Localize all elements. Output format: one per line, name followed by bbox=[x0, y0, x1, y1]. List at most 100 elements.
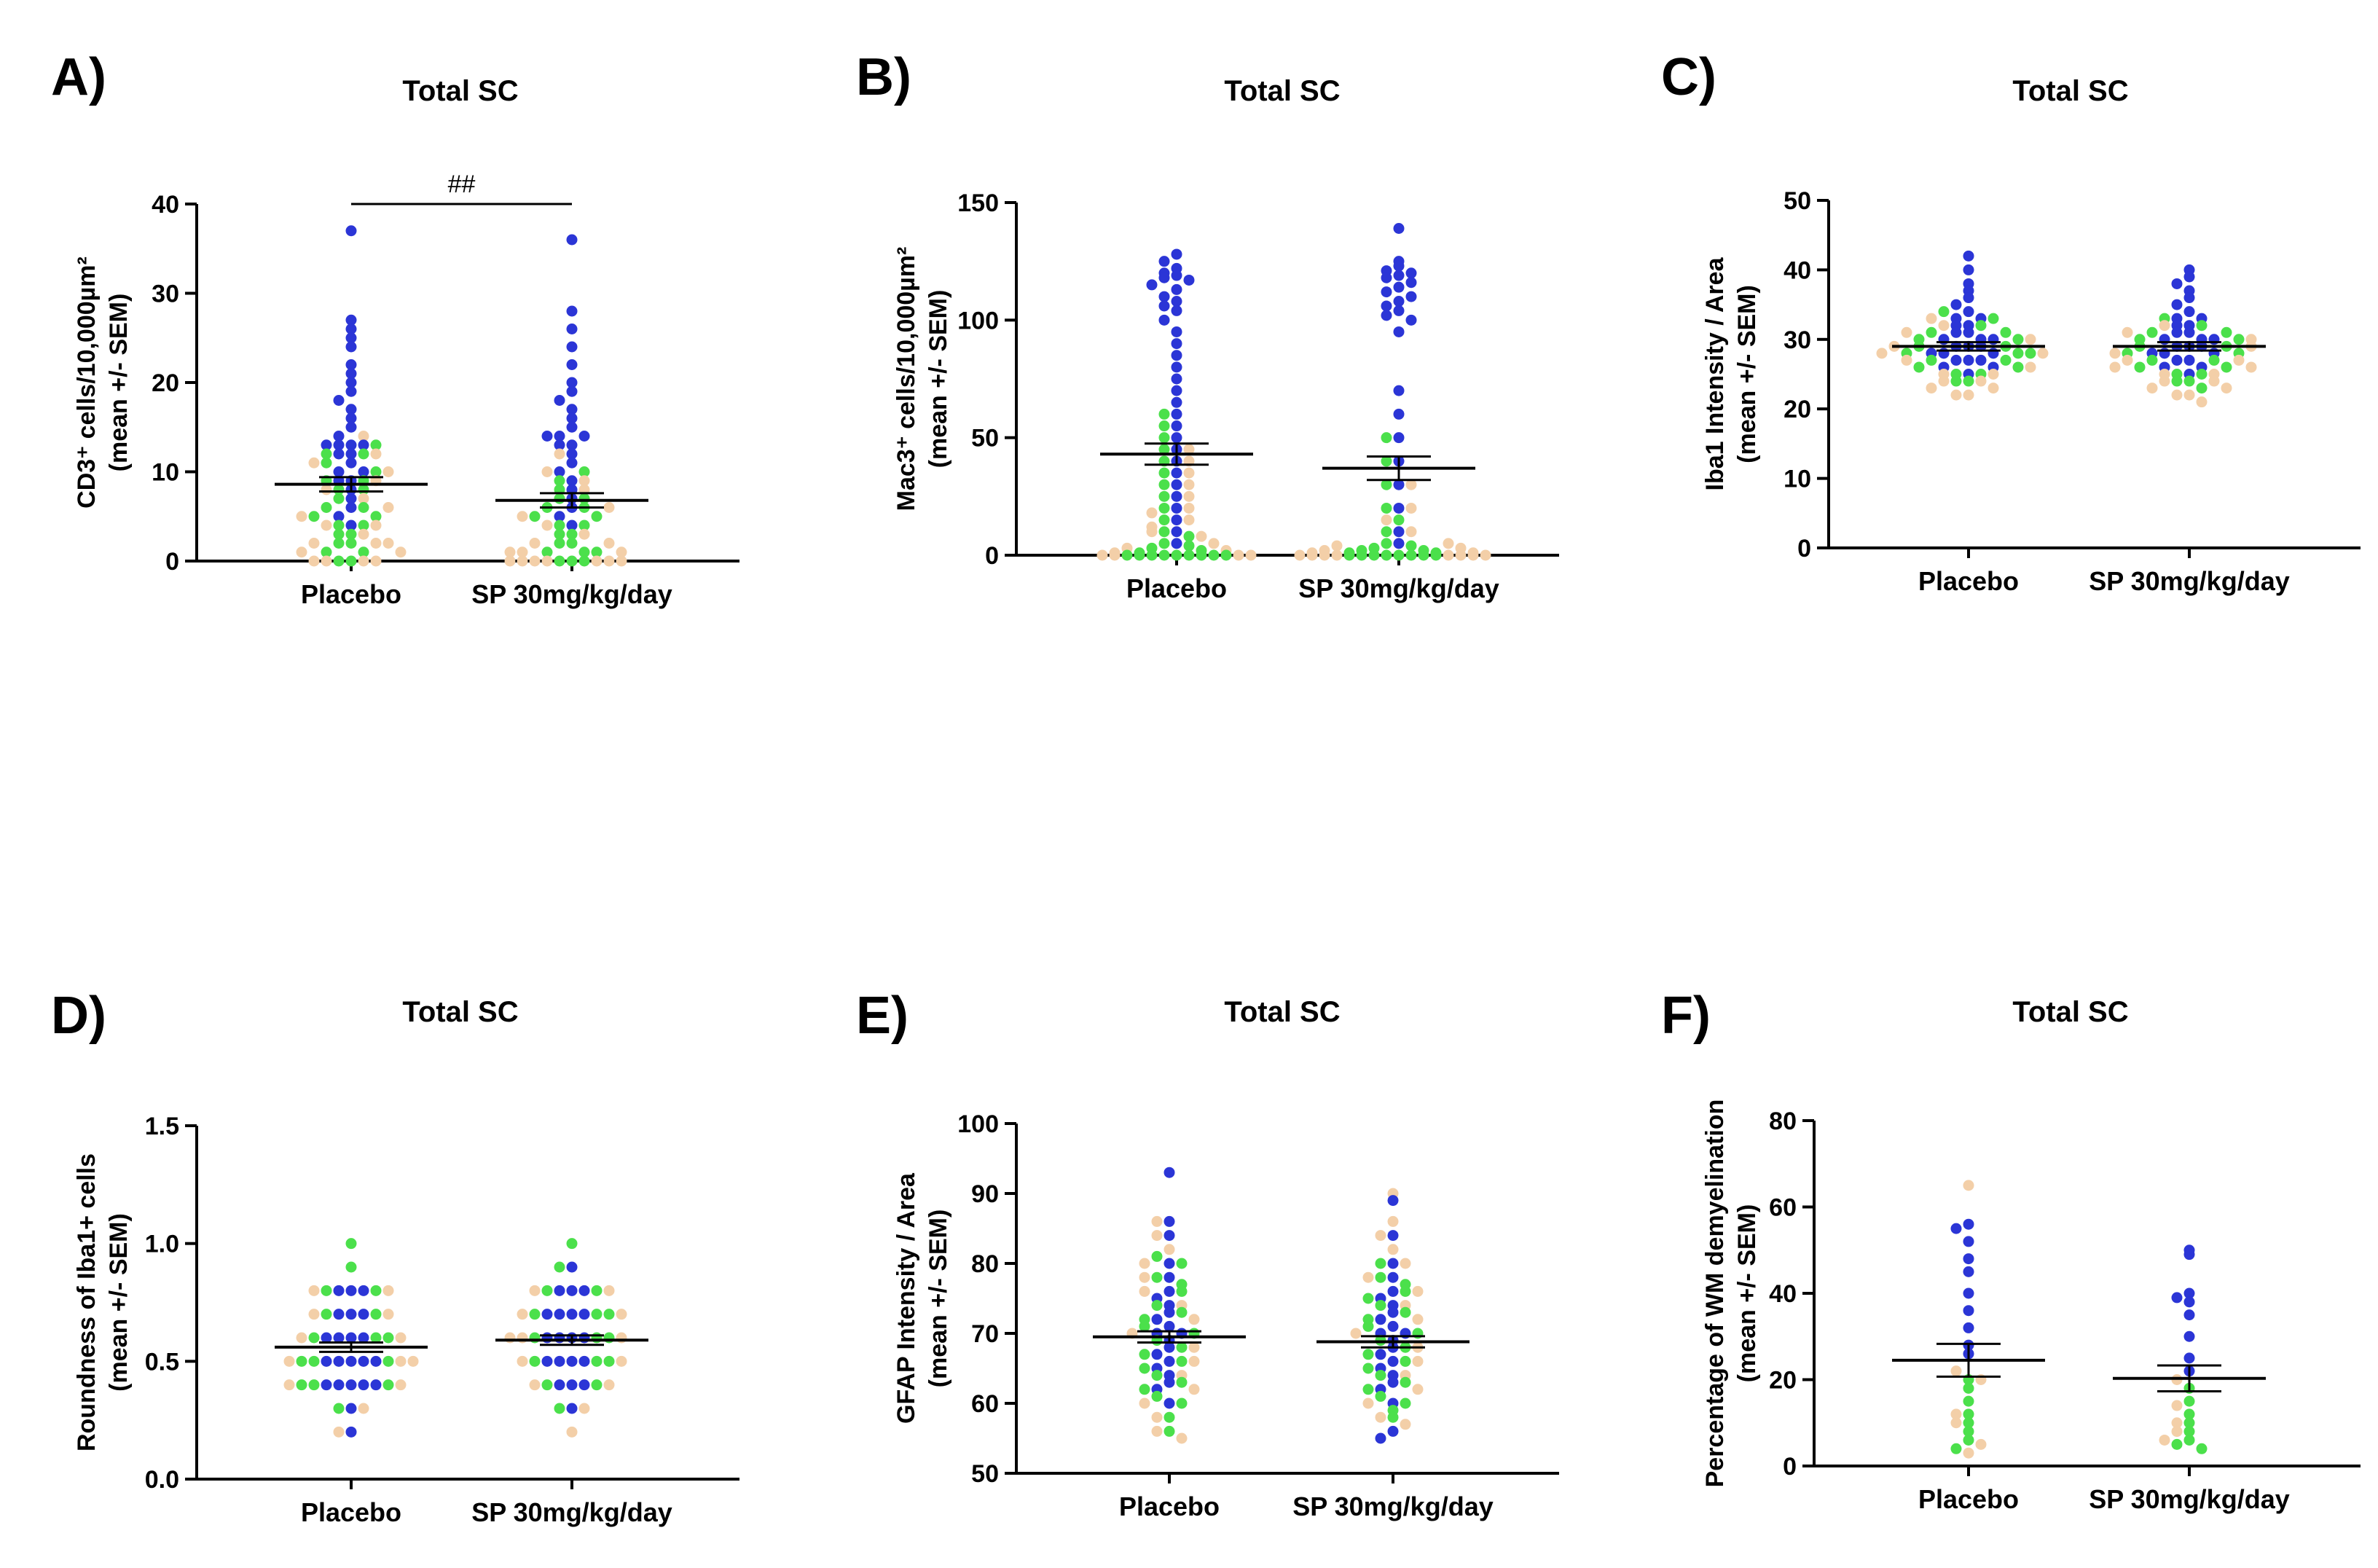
data-point-tan bbox=[395, 1332, 407, 1344]
y-tick-label: 0 bbox=[985, 542, 999, 570]
data-point-tan bbox=[1151, 1411, 1163, 1423]
data-point-tan bbox=[395, 1379, 407, 1391]
data-point-green bbox=[1151, 1300, 1163, 1312]
data-point-tan bbox=[591, 555, 603, 567]
data-point-green bbox=[382, 1379, 394, 1391]
data-point-green bbox=[308, 511, 320, 522]
data-point-green bbox=[1963, 1434, 1974, 1446]
data-point-tan bbox=[2183, 389, 2195, 401]
data-point-tan bbox=[333, 1426, 345, 1438]
data-point-blue bbox=[1393, 432, 1405, 444]
data-point-tan bbox=[2159, 375, 2170, 387]
data-point-green bbox=[1400, 1376, 1411, 1388]
data-point-green bbox=[1362, 1349, 1374, 1360]
data-point-blue bbox=[345, 404, 357, 415]
data-point-blue bbox=[1393, 526, 1405, 538]
data-point-tan bbox=[603, 555, 615, 567]
data-point-green bbox=[1375, 1271, 1386, 1283]
data-point-blue bbox=[554, 1332, 565, 1344]
data-point-green bbox=[603, 1355, 615, 1367]
data-point-tan bbox=[1183, 467, 1195, 479]
data-point-tan bbox=[1938, 320, 1950, 332]
data-point-blue bbox=[1963, 354, 1974, 366]
data-point-blue bbox=[578, 1379, 590, 1391]
data-point-green bbox=[1926, 326, 1937, 338]
x-tick-label: SP 30mg/kg/day bbox=[2089, 566, 2289, 596]
data-point-green bbox=[591, 1332, 603, 1344]
data-point-blue bbox=[566, 448, 578, 460]
data-point-blue bbox=[2171, 354, 2183, 366]
data-point-blue bbox=[2183, 1330, 2195, 1342]
data-point-blue bbox=[566, 1379, 578, 1391]
data-point-tan bbox=[1208, 538, 1220, 549]
data-point-tan bbox=[382, 1285, 394, 1296]
data-point-green bbox=[2196, 383, 2208, 394]
data-point-green bbox=[1183, 530, 1195, 542]
data-point-green bbox=[566, 538, 578, 549]
data-point-green bbox=[1913, 361, 1925, 373]
data-point-tan bbox=[1963, 1447, 1974, 1459]
data-point-tan bbox=[603, 1285, 615, 1296]
data-point-tan bbox=[1188, 1355, 1200, 1367]
data-point-tan bbox=[2122, 354, 2133, 366]
data-point-green bbox=[1151, 1271, 1163, 1283]
data-point-green bbox=[554, 1261, 565, 1273]
data-point-green bbox=[1158, 549, 1170, 561]
data-point-green bbox=[2221, 326, 2232, 338]
data-point-tan bbox=[1294, 549, 1306, 561]
data-point-blue bbox=[1387, 1230, 1399, 1242]
chart-title: Total SC bbox=[402, 996, 518, 1028]
data-point-tan bbox=[1331, 540, 1343, 552]
data-point-blue bbox=[566, 305, 578, 317]
data-point-green bbox=[554, 1403, 565, 1414]
data-point-tan bbox=[603, 502, 615, 513]
data-point-blue bbox=[566, 404, 578, 415]
data-point-green bbox=[1381, 502, 1392, 514]
data-point-tan bbox=[1375, 1411, 1386, 1423]
y-axis-label: Iba1 Intensity / Area bbox=[1701, 256, 1729, 490]
data-point-green bbox=[529, 1355, 541, 1367]
data-point-tan bbox=[1901, 326, 1912, 338]
data-point-tan bbox=[1245, 549, 1257, 561]
data-point-blue bbox=[1387, 1355, 1399, 1367]
chart-title: Total SC bbox=[1224, 75, 1340, 107]
data-point-green bbox=[1375, 1370, 1386, 1381]
data-point-blue bbox=[333, 395, 345, 406]
data-point-blue bbox=[1171, 296, 1182, 307]
data-point-blue bbox=[345, 439, 357, 451]
data-point-blue bbox=[345, 421, 357, 433]
data-point-green bbox=[1393, 514, 1405, 526]
data-point-blue bbox=[1164, 1306, 1175, 1318]
data-point-green bbox=[1381, 479, 1392, 490]
data-point-tan bbox=[358, 555, 369, 567]
data-point-tan bbox=[578, 475, 590, 487]
data-point-blue bbox=[345, 493, 357, 504]
data-point-tan bbox=[616, 555, 627, 567]
x-tick-label: SP 30mg/kg/day bbox=[471, 579, 672, 609]
data-point-green bbox=[2183, 1426, 2195, 1438]
data-point-green bbox=[370, 511, 382, 522]
data-point-tan bbox=[308, 555, 320, 567]
data-point-green bbox=[603, 1309, 615, 1320]
data-point-blue bbox=[2171, 299, 2183, 310]
data-point-green bbox=[578, 555, 590, 567]
data-point-blue bbox=[1393, 222, 1405, 234]
data-point-tan bbox=[1183, 479, 1195, 490]
data-point-green bbox=[554, 538, 565, 549]
data-point-green bbox=[296, 1379, 307, 1391]
data-point-blue bbox=[566, 1309, 578, 1320]
data-point-green bbox=[333, 520, 345, 531]
x-tick-label: SP 30mg/kg/day bbox=[2089, 1484, 2289, 1514]
data-point-green bbox=[578, 520, 590, 531]
data-point-tan bbox=[1183, 490, 1195, 502]
data-point-green bbox=[345, 528, 357, 540]
data-point-tan bbox=[370, 538, 382, 549]
data-point-green bbox=[1158, 432, 1170, 444]
y-tick-label: 80 bbox=[971, 1250, 999, 1278]
chart-panel-3: D) Total SC Roundness of Iba1+ cells (mean … bbox=[51, 987, 739, 1527]
data-point-green bbox=[1158, 502, 1170, 514]
data-point-blue bbox=[345, 324, 357, 334]
x-tick-label: SP 30mg/kg/day bbox=[471, 1497, 672, 1527]
data-point-tan bbox=[2109, 361, 2121, 373]
data-point-blue bbox=[1158, 314, 1170, 326]
